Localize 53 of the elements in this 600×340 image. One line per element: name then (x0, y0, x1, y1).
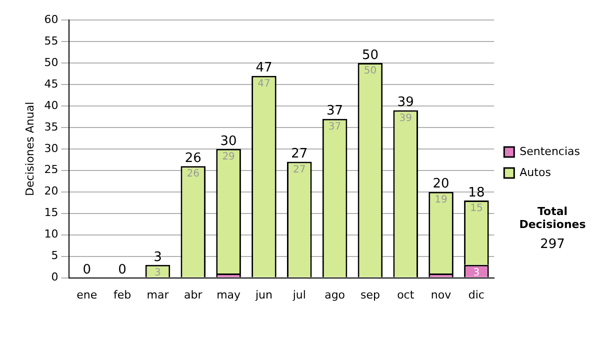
total-label: 20 (432, 176, 450, 192)
y-tick-label: 45 (44, 77, 58, 90)
data-label: 29 (222, 151, 235, 162)
data-label: 3 (154, 268, 161, 279)
data-label: 47 (258, 78, 270, 90)
total-label: 0 (118, 262, 126, 278)
x-tick-label: ago (324, 288, 346, 302)
y-tick-label: 30 (44, 142, 58, 155)
x-tick-label: nov (430, 288, 452, 302)
y-tick-label: 35 (44, 120, 58, 134)
x-tick-label: abr (184, 288, 203, 302)
text: 297 (539, 237, 566, 252)
total-label: 47 (256, 60, 272, 76)
data-label: 27 (293, 164, 306, 176)
total-label: 39 (397, 95, 414, 110)
y-tick-label: 50 (44, 56, 58, 69)
y-axis-title: Decisiones Anual (23, 102, 36, 196)
total-label: 27 (291, 146, 308, 162)
y-tick-label: 60 (44, 12, 58, 26)
data-label: 15 (470, 203, 483, 214)
y-tick-label: 0 (51, 270, 58, 284)
data-label: 19 (434, 194, 448, 206)
total-label: 18 (468, 185, 485, 200)
total-label: 0 (82, 262, 92, 278)
data-label: 26 (186, 168, 200, 180)
x-tick-label: feb (114, 288, 132, 302)
data-label: 39 (399, 112, 412, 124)
x-tick-label: jul (292, 288, 306, 302)
x-tick-label: mar (146, 288, 170, 302)
total-label: 37 (326, 104, 344, 119)
data-label: 50 (364, 66, 377, 77)
x-tick-label: may (216, 288, 242, 302)
total-label: 26 (184, 150, 202, 166)
text: Total Decisiones (518, 205, 587, 231)
y-tick-label: 55 (44, 34, 58, 48)
x-tick-label: dic (468, 288, 484, 302)
total-label: 3 (154, 250, 162, 265)
legend-label: Autos (520, 166, 552, 179)
y-tick-label: 40 (44, 98, 58, 112)
y-tick-label: 5 (51, 249, 58, 262)
x-tick-label: jun (254, 288, 272, 302)
x-tick-label: oct (397, 288, 415, 302)
total-label: 50 (362, 48, 378, 63)
y-tick-label: 25 (44, 163, 58, 176)
data-label: 3 (473, 268, 480, 279)
total-label: 30 (220, 134, 237, 149)
y-tick-label: 20 (44, 184, 58, 198)
x-tick-label: ene (76, 288, 98, 302)
y-tick-label: 10 (44, 228, 58, 241)
data-label: 37 (328, 121, 342, 132)
legend-label: Sentencias (520, 144, 580, 158)
y-tick-label: 15 (44, 206, 58, 220)
x-tick-label: sep (360, 288, 380, 302)
